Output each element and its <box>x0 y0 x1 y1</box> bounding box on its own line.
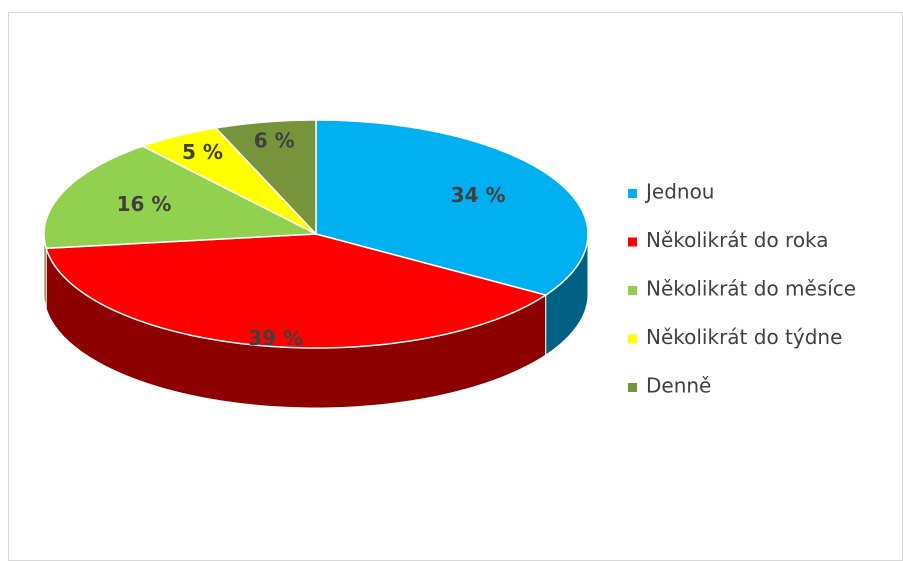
slice <box>214 119 317 236</box>
data-label: 39 % <box>248 326 303 350</box>
slice <box>140 127 317 235</box>
legend-marker <box>628 334 637 344</box>
legend-marker <box>628 237 637 247</box>
legend-label: Jednou <box>644 180 715 204</box>
slice <box>45 233 548 349</box>
legend-marker <box>628 286 637 295</box>
legend-label: Několikrát do týdne <box>646 325 842 349</box>
data-label: 16 % <box>117 192 172 216</box>
legend-label: Několikrát do měsíce <box>646 277 856 301</box>
legend-marker <box>628 383 637 392</box>
slice <box>43 145 319 250</box>
data-label: 34 % <box>451 183 506 207</box>
data-label: 6 % <box>254 129 295 153</box>
legend-label: Denně <box>646 374 711 398</box>
data-label: 5 % <box>182 140 223 164</box>
legend-label: Několikrát do roka <box>646 228 829 252</box>
legend-marker <box>628 189 637 198</box>
